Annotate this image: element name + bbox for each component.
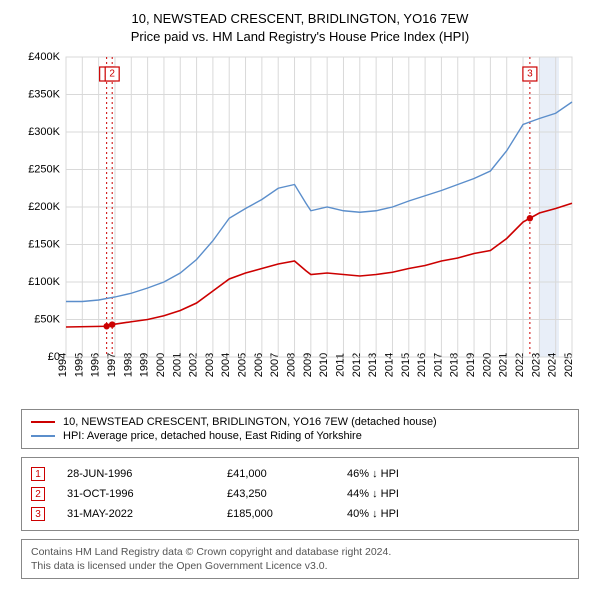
event-marker: 3 [31,507,45,521]
svg-text:2018: 2018 [449,353,461,377]
svg-text:2023: 2023 [530,353,542,377]
svg-text:2002: 2002 [188,353,200,377]
svg-text:1996: 1996 [90,353,102,377]
event-price: £185,000 [227,508,347,520]
event-delta: 46% ↓ HPI [347,468,569,480]
svg-text:£150K: £150K [28,239,60,251]
svg-text:1994: 1994 [57,353,69,377]
events-table: 1 28-JUN-1996£41,00046% ↓ HPI 2 31-OCT-1996… [21,457,579,531]
svg-text:2004: 2004 [220,353,232,377]
svg-text:1997: 1997 [106,353,118,377]
event-marker: 1 [31,467,45,481]
event-date: 31-MAY-2022 [67,508,227,520]
svg-text:2022: 2022 [514,353,526,377]
svg-text:£50K: £50K [34,314,60,326]
svg-text:2: 2 [109,69,115,80]
event-price: £43,250 [227,488,347,500]
svg-text:2007: 2007 [269,353,281,377]
svg-text:£200K: £200K [28,201,60,213]
svg-text:2006: 2006 [253,353,265,377]
legend-item: HPI: Average price, detached house, East… [31,429,569,443]
event-date: 28-JUN-1996 [67,468,227,480]
legend: 10, NEWSTEAD CRESCENT, BRIDLINGTON, YO16… [21,409,579,449]
svg-text:2015: 2015 [400,353,412,377]
svg-text:2003: 2003 [204,353,216,377]
svg-text:2017: 2017 [432,353,444,377]
svg-text:2024: 2024 [547,353,559,377]
svg-text:2010: 2010 [318,353,330,377]
attribution-line-1: Contains HM Land Registry data © Crown c… [31,545,569,559]
svg-text:2021: 2021 [498,353,510,377]
attribution-line-2: This data is licensed under the Open Gov… [31,559,569,573]
title-line-2: Price paid vs. HM Land Registry's House … [10,28,590,46]
svg-text:1998: 1998 [122,353,134,377]
legend-label: HPI: Average price, detached house, East… [63,430,362,442]
svg-text:2001: 2001 [171,353,183,377]
event-row: 2 31-OCT-1996£43,25044% ↓ HPI [31,484,569,504]
svg-text:2000: 2000 [155,353,167,377]
legend-item: 10, NEWSTEAD CRESCENT, BRIDLINGTON, YO16… [31,415,569,429]
svg-text:2013: 2013 [367,353,379,377]
legend-swatch [31,435,55,437]
svg-text:£300K: £300K [28,126,60,138]
svg-text:1995: 1995 [73,353,85,377]
svg-text:2012: 2012 [351,353,363,377]
chart-title: 10, NEWSTEAD CRESCENT, BRIDLINGTON, YO16… [10,10,590,45]
svg-text:2025: 2025 [563,353,575,377]
event-price: £41,000 [227,468,347,480]
event-row: 1 28-JUN-1996£41,00046% ↓ HPI [31,464,569,484]
title-line-1: 10, NEWSTEAD CRESCENT, BRIDLINGTON, YO16… [10,10,590,28]
svg-text:£350K: £350K [28,89,60,101]
event-marker: 2 [31,487,45,501]
svg-text:2020: 2020 [481,353,493,377]
plot-svg: £0£50K£100K£150K£200K£250K£300K£350K£400… [20,51,580,401]
svg-text:2005: 2005 [237,353,249,377]
svg-text:2009: 2009 [302,353,314,377]
svg-text:2008: 2008 [286,353,298,377]
event-delta: 44% ↓ HPI [347,488,569,500]
svg-text:£250K: £250K [28,164,60,176]
svg-text:2016: 2016 [416,353,428,377]
legend-swatch [31,421,55,423]
event-row: 3 31-MAY-2022£185,00040% ↓ HPI [31,504,569,524]
plot-area: £0£50K£100K£150K£200K£250K£300K£350K£400… [20,51,580,401]
attribution: Contains HM Land Registry data © Crown c… [21,539,579,579]
svg-text:3: 3 [527,69,533,80]
svg-text:£400K: £400K [28,51,60,63]
svg-text:2019: 2019 [465,353,477,377]
svg-text:2014: 2014 [383,353,395,377]
legend-label: 10, NEWSTEAD CRESCENT, BRIDLINGTON, YO16… [63,416,437,428]
svg-text:£100K: £100K [28,276,60,288]
event-date: 31-OCT-1996 [67,488,227,500]
svg-text:1999: 1999 [139,353,151,377]
chart-container: 10, NEWSTEAD CRESCENT, BRIDLINGTON, YO16… [0,0,600,585]
event-delta: 40% ↓ HPI [347,508,569,520]
